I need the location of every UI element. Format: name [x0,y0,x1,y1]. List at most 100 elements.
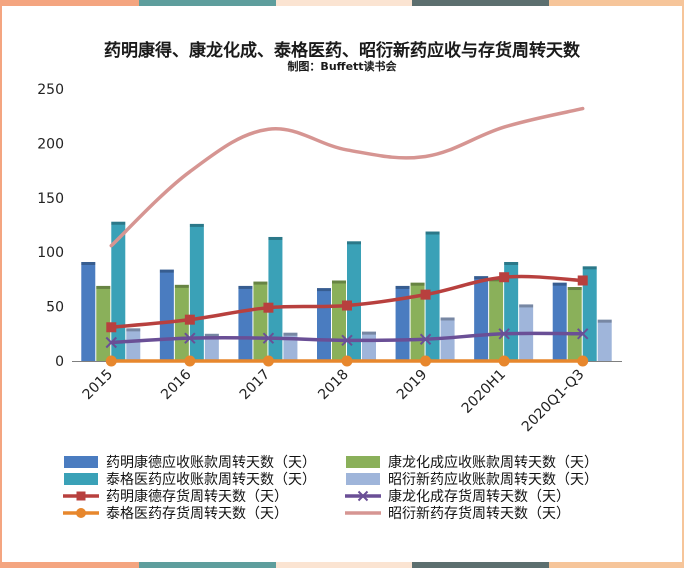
bar-top-edge [440,317,455,321]
bar-top-edge [362,331,376,335]
legend-label: 泰格医药应收账款周转天数（天） [106,472,316,488]
line-marker [76,508,86,518]
series-line [109,106,585,248]
bar [332,280,346,361]
bar-top-edge [317,288,331,292]
bar-top-edge [253,281,268,285]
legend-line-swatch [63,491,99,501]
x-tick-label: 2015 [80,367,117,404]
line-marker [184,314,195,325]
line-marker [105,355,117,367]
x-tick-label: 2020Q1-Q3 [519,367,588,436]
legend-item: 药明康德应收账款周转天数（天） [62,452,316,472]
legend-swatch-fill [64,456,98,468]
frame-stripe [275,0,414,6]
line-marker [105,336,117,349]
bar-top-edge [504,261,519,265]
line-marker [357,490,369,502]
line-marker [184,332,196,344]
bar-top-edge [174,284,189,288]
legend-swatch-fill [346,473,380,485]
bar-top-edge [425,231,440,235]
bar-top-edge [238,285,253,289]
legend-swatch-fill [346,456,380,468]
line-marker [498,328,510,340]
legend-label: 药明康德存货周转天数（天） [106,489,288,505]
frame-stripe [549,562,684,568]
line-marker [419,333,432,345]
y-tick-label: 0 [55,354,64,370]
bar-top-edge [268,236,283,240]
y-tick-label: 250 [37,82,64,98]
line-series [109,106,585,248]
line-marker [106,322,117,333]
bar [552,282,567,361]
bar-top-edge [410,282,425,286]
legend-swatch-fill [64,473,98,485]
bar-top-edge [347,241,361,245]
bar [238,285,253,361]
line-series [106,272,588,333]
line-marker [420,289,431,300]
line-marker [577,355,589,367]
line-series [105,355,589,367]
bar [474,276,489,361]
line-marker [577,275,588,286]
legend-label: 康龙化成存货周转天数（天） [388,489,570,505]
x-tick-label: 2017 [237,367,274,404]
legend-item: 康龙化成应收账款周转天数（天） [344,452,598,472]
bar-top-edge [582,266,597,270]
bar [253,281,268,361]
frame-stripe [412,562,551,568]
frame-stripe [2,562,140,568]
legend-item: 昭衍新药应收账款周转天数（天） [344,469,598,489]
x-tick-label: 2018 [315,367,352,404]
line-marker [577,328,589,340]
frame-stripe [412,0,551,6]
bar [567,287,582,361]
bar-top-edge [597,319,612,323]
bar [489,278,504,361]
bar [362,331,376,361]
bar-top-edge [519,304,534,308]
line-marker [498,355,510,367]
legend-label: 泰格医药存货周转天数（天） [106,506,288,522]
bar-top-edge [474,276,489,280]
bar [189,223,204,361]
bar-top-edge [332,280,346,284]
frame-stripe [138,562,277,568]
legend-item: 昭衍新药存货周转天数（天） [344,503,570,523]
legend-label: 昭衍新药存货周转天数（天） [388,506,570,522]
line-marker [262,355,274,367]
line-marker [420,355,432,367]
bar-top-edge [567,287,582,291]
line-series [105,328,589,349]
legend-line-swatch [345,511,381,515]
line-series-group [105,106,589,367]
legend-label: 药明康德应收账款周转天数（天） [106,455,316,471]
bar-top-edge [552,282,567,286]
bar-top-edge [111,221,126,225]
y-tick-label: 50 [46,300,64,316]
bar-top-edge [81,261,96,265]
bar-top-edge [189,223,204,227]
bar [268,236,283,361]
bar-top-edge [159,269,174,273]
frame-stripe [138,0,277,6]
legend-item: 药明康德存货周转天数（天） [62,486,288,506]
bar [96,285,111,361]
chart-title: 药明康得、康龙化成、泰格医药、昭衍新药应收与存货周转天数 [104,41,580,61]
legend-swatch [64,473,98,485]
y-tick-label: 100 [37,245,64,261]
bar-top-edge [96,285,111,289]
bar-top-edge [395,285,410,289]
bar-top-edge [126,328,141,332]
legend-label: 康龙化成应收账款周转天数（天） [388,455,598,471]
bar [81,261,96,361]
line-marker [342,300,352,311]
legend-item: 泰格医药应收账款周转天数（天） [62,469,316,489]
frame-stripe [275,562,414,568]
bar [126,328,141,361]
line-marker [184,355,196,367]
